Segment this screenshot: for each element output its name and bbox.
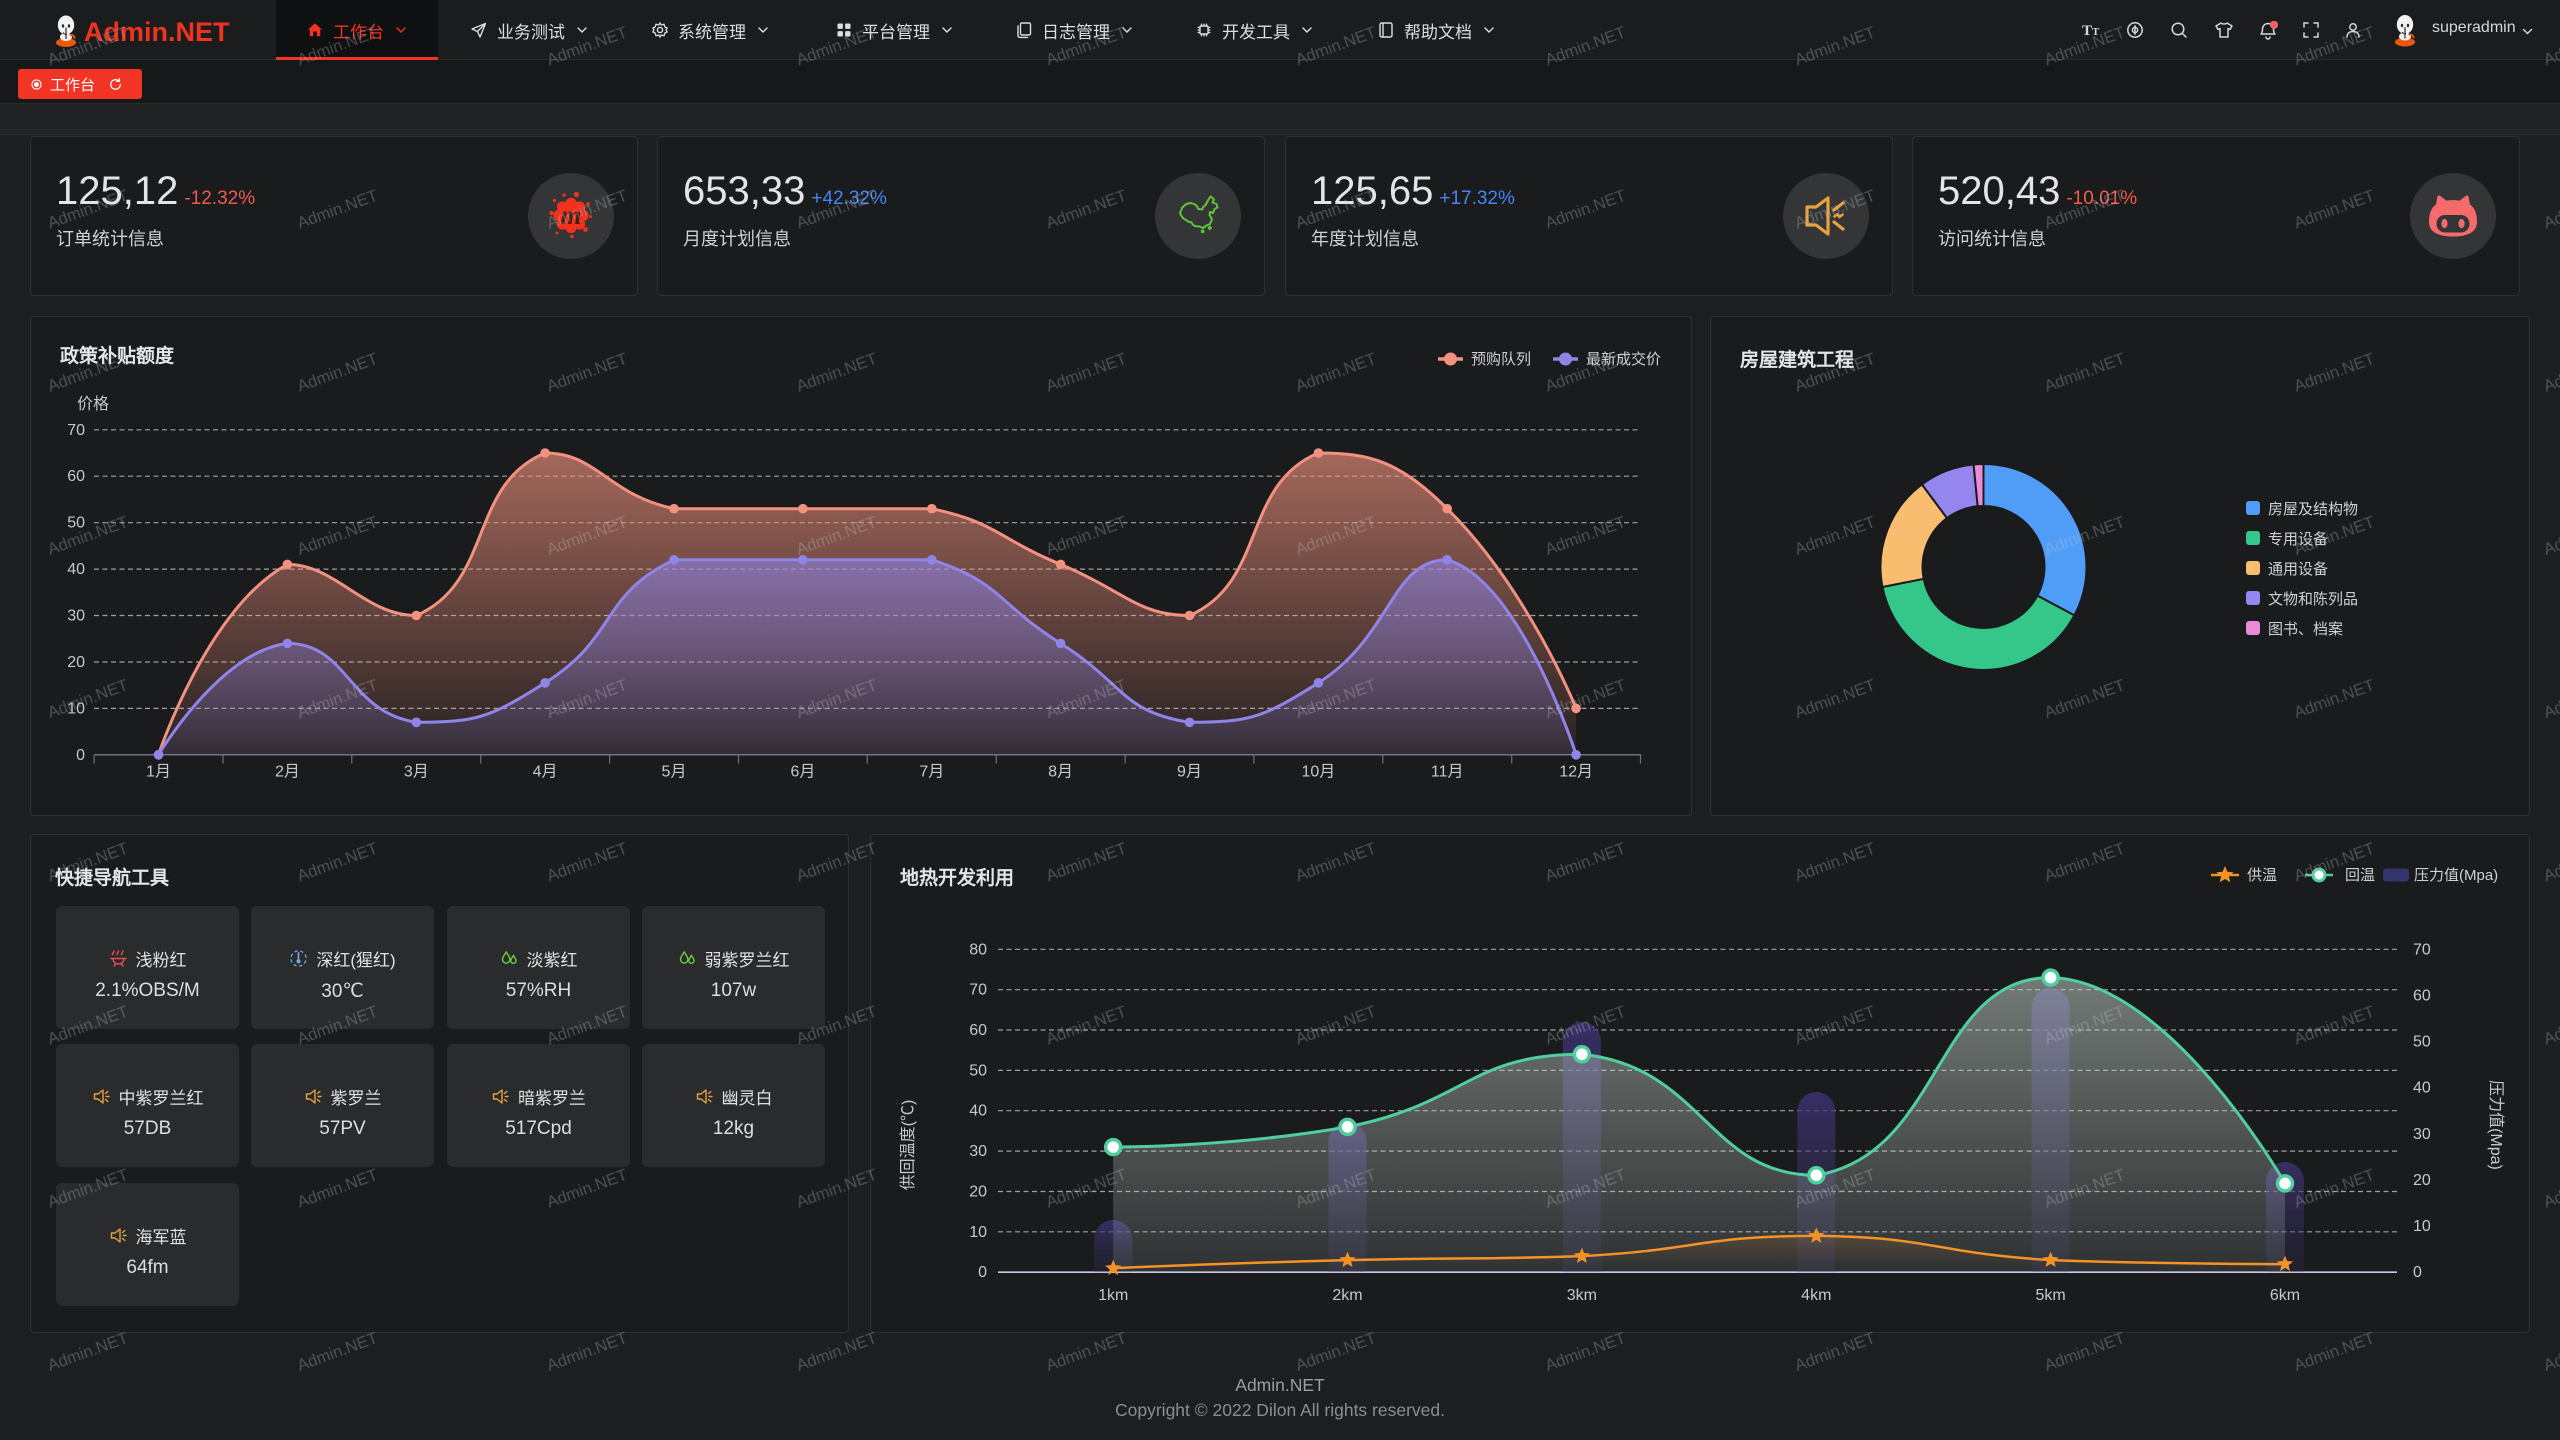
svg-text:2月: 2月 [275,764,300,781]
svg-text:T: T [2092,26,2100,38]
svg-text:10: 10 [67,700,85,717]
svg-text:10: 10 [2413,1218,2431,1235]
svg-text:50: 50 [67,515,85,532]
svg-text:6km: 6km [2270,1287,2300,1304]
svg-text:4月: 4月 [533,764,558,781]
svg-text:价格: 价格 [77,395,109,413]
svg-text:5月: 5月 [662,764,687,781]
svg-text:6月: 6月 [790,764,815,781]
svg-text:1km: 1km [1098,1287,1128,1304]
svg-text:0: 0 [2413,1264,2422,1281]
svg-text:60: 60 [2413,987,2431,1004]
svg-text:50: 50 [969,1062,987,1079]
svg-text:40: 40 [969,1103,987,1120]
svg-text:8月: 8月 [1048,764,1073,781]
svg-text:12月: 12月 [1559,764,1593,781]
svg-text:T: T [2082,23,2092,39]
svg-text:3km: 3km [1567,1287,1597,1304]
svg-text:30: 30 [969,1143,987,1160]
svg-text:4km: 4km [1801,1287,1831,1304]
svg-text:60: 60 [67,468,85,485]
svg-text:0: 0 [978,1264,987,1281]
svg-text:80: 80 [969,941,987,958]
svg-text:30: 30 [67,608,85,625]
svg-text:10: 10 [969,1224,987,1241]
svg-text:20: 20 [67,654,85,671]
svg-text:11月: 11月 [1431,764,1464,781]
svg-text:5km: 5km [2035,1287,2065,1304]
svg-text:1月: 1月 [146,764,171,781]
svg-text:供回温度(℃): 供回温度(℃) [899,1100,917,1191]
svg-text:70: 70 [2413,941,2431,958]
svg-text:70: 70 [67,422,85,439]
svg-text:20: 20 [2413,1172,2431,1189]
svg-text:30: 30 [2413,1126,2431,1143]
svg-text:40: 40 [2413,1080,2431,1097]
svg-text:70: 70 [969,982,987,999]
svg-text:压力值(Mpa): 压力值(Mpa) [2487,1080,2505,1170]
svg-text:40: 40 [67,561,85,578]
svg-text:0: 0 [76,747,85,764]
svg-text:2km: 2km [1332,1287,1362,1304]
svg-text:3月: 3月 [404,764,429,781]
svg-text:20: 20 [969,1184,987,1201]
svg-text:50: 50 [2413,1034,2431,1051]
svg-text:60: 60 [969,1022,987,1039]
svg-text:9月: 9月 [1177,764,1202,781]
svg-text:10月: 10月 [1301,764,1335,781]
svg-text:7月: 7月 [919,764,944,781]
